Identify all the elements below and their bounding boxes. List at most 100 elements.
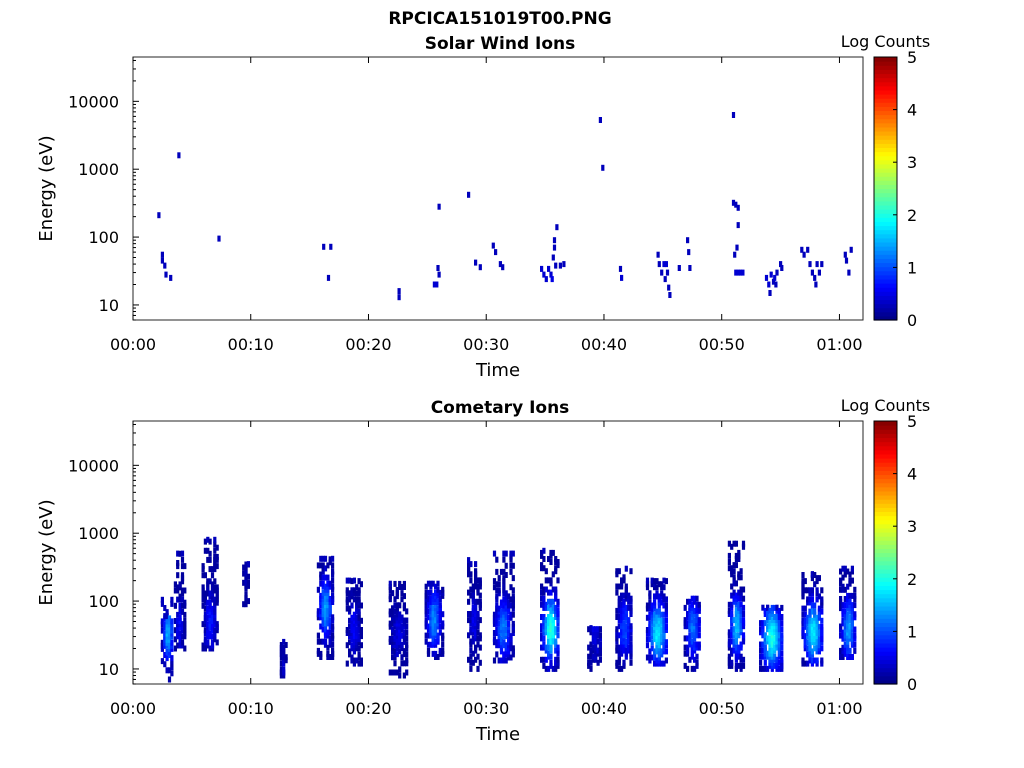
- heatmap-cell: [213, 541, 217, 548]
- heatmap-cell: [165, 655, 169, 662]
- heatmap-cell: [650, 633, 654, 640]
- heatmap-cell: [436, 265, 440, 271]
- heatmap-cell: [813, 639, 817, 646]
- heatmap-cell: [645, 614, 650, 621]
- heatmap-cell: [183, 611, 187, 618]
- heatmap-cell: [173, 636, 177, 643]
- heatmap-cell: [615, 638, 619, 645]
- heatmap-cell: [180, 627, 185, 634]
- heatmap-cell: [509, 584, 513, 591]
- heatmap-cell: [664, 611, 668, 618]
- heatmap-cell: [768, 623, 772, 630]
- colorbar-segment: [874, 527, 897, 533]
- heatmap-cell: [727, 552, 731, 559]
- heatmap-cell: [469, 638, 473, 645]
- heatmap-cell: [773, 644, 777, 651]
- heatmap-cell: [556, 650, 560, 657]
- heatmap-cell: [655, 608, 659, 615]
- heatmap-cell: [355, 605, 359, 612]
- colorbar-segment: [874, 176, 897, 181]
- heatmap-cell: [806, 246, 810, 253]
- heatmap-cell: [352, 596, 356, 603]
- heatmap-cell: [806, 599, 810, 606]
- heatmap-cell: [761, 604, 765, 611]
- heatmap-cell: [504, 562, 508, 569]
- colorbar-tick-label: 0: [907, 675, 917, 694]
- heatmap-cell: [761, 665, 765, 672]
- heatmap-cell: [206, 587, 210, 594]
- plot-frame: [132, 420, 864, 685]
- heatmap-cell: [775, 662, 779, 669]
- heatmap-cell: [388, 584, 392, 590]
- heatmap-cell: [594, 656, 598, 663]
- heatmap-cell: [165, 609, 169, 616]
- heatmap-cell: [552, 244, 557, 251]
- heatmap-cell: [734, 644, 738, 651]
- heatmap-cell: [331, 555, 335, 562]
- heatmap-cell: [848, 629, 852, 636]
- heatmap-cell: [424, 632, 428, 639]
- heatmap-cell: [210, 593, 215, 600]
- heatmap-cell: [398, 584, 402, 590]
- heatmap-cell: [763, 638, 767, 645]
- heatmap-cell: [853, 596, 857, 602]
- heatmap-cell: [167, 649, 172, 655]
- colorbar-segment: [874, 65, 897, 70]
- heatmap-cell: [426, 596, 431, 602]
- heatmap-cell: [160, 621, 164, 628]
- heatmap-cell: [438, 647, 442, 654]
- heatmap-cell: [846, 614, 850, 621]
- heatmap-cell: [622, 635, 626, 642]
- heatmap-cell: [504, 614, 508, 621]
- heatmap-cell: [323, 608, 328, 615]
- heatmap-cell: [492, 578, 497, 585]
- heatmap-cell: [393, 654, 397, 661]
- heatmap-cell: [768, 638, 772, 645]
- heatmap-cell: [359, 633, 363, 640]
- heatmap-cell: [848, 623, 852, 630]
- heatmap-cell: [441, 641, 445, 648]
- heatmap-cell: [511, 587, 515, 594]
- heatmap-cell: [208, 578, 212, 585]
- heatmap-cell: [326, 586, 330, 593]
- heatmap-cell: [495, 581, 499, 588]
- heatmap-cell: [319, 592, 323, 599]
- heatmap-cell: [282, 645, 286, 651]
- heatmap-cell: [400, 596, 404, 603]
- heatmap-cell: [650, 620, 654, 627]
- heatmap-cell: [540, 589, 544, 596]
- heatmap-cell: [737, 623, 741, 630]
- heatmap-cell: [213, 547, 217, 554]
- heatmap-cell: [391, 620, 395, 627]
- heatmap-cell: [319, 654, 323, 660]
- heatmap-cell: [688, 635, 692, 642]
- heatmap-cell: [206, 615, 210, 621]
- heatmap-cell: [431, 641, 435, 648]
- heatmap-cell: [478, 604, 482, 611]
- heatmap-cell: [163, 642, 167, 649]
- heatmap-cell: [734, 635, 738, 642]
- heatmap-cell: [650, 645, 654, 652]
- heatmap-cell: [770, 656, 774, 663]
- heatmap-cell: [624, 611, 628, 617]
- heatmap-cell: [509, 614, 513, 621]
- heatmap-cell: [843, 596, 847, 602]
- heatmap-cell: [660, 581, 664, 588]
- colorbar-segment: [874, 466, 897, 471]
- heatmap-cell: [841, 620, 845, 627]
- heatmap-cell: [801, 572, 805, 578]
- heatmap-cell: [323, 583, 328, 590]
- heatmap-cell: [848, 654, 852, 660]
- heatmap-cell: [620, 592, 624, 599]
- heatmap-cell: [773, 623, 777, 630]
- heatmap-cell: [690, 650, 694, 657]
- heatmap-cell: [165, 627, 169, 634]
- heatmap-cell: [348, 617, 352, 624]
- heatmap-cell: [556, 632, 560, 639]
- heatmap-cell: [426, 602, 431, 609]
- heatmap-cell: [167, 633, 172, 640]
- heatmap-cell: [350, 627, 354, 633]
- colorbar-segment: [874, 568, 897, 574]
- colorbar-segment: [874, 585, 897, 591]
- solar-wind-panel: Solar Wind Ions 00:00 00:10 00:20 00:30 00:4…: [36, 32, 930, 381]
